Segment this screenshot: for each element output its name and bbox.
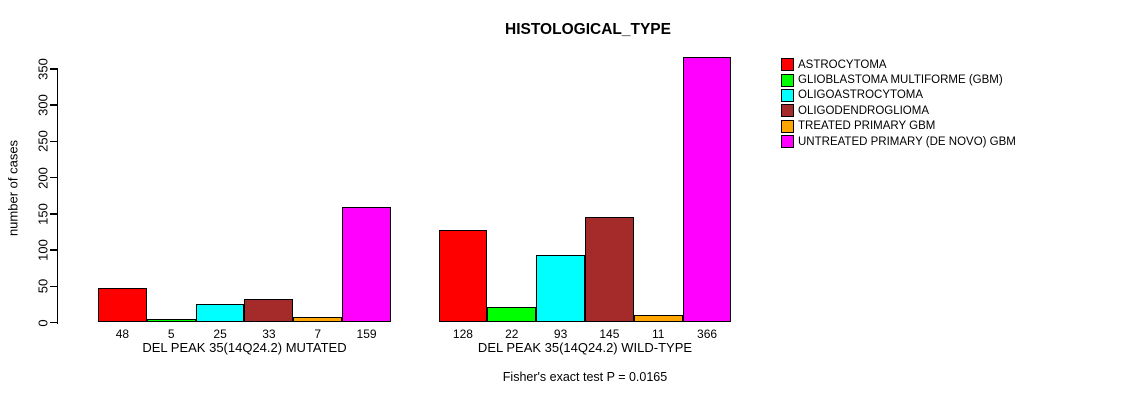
bar [146, 318, 196, 323]
y-axis-tick [50, 213, 58, 215]
y-axis-tick-label: 300 [35, 94, 51, 117]
legend-item: OLIGODENDROGLIOMA [781, 103, 1016, 118]
legend-label: GLIOBLASTOMA MULTIFORME (GBM) [798, 74, 1003, 87]
footnote: Fisher's exact test P = 0.0165 [502, 370, 668, 384]
legend-label: ASTROCYTOMA [798, 58, 887, 71]
legend-label: OLIGODENDROGLIOMA [798, 104, 929, 117]
legend-swatch-icon [781, 135, 794, 149]
chart-title: HISTOLOGICAL_TYPE [505, 21, 671, 38]
bar-value-label: 11 [651, 326, 665, 341]
category-label: DEL PEAK 35(14Q24.2) WILD-TYPE [477, 340, 693, 355]
legend-label: UNTREATED PRIMARY (DE NOVO) GBM [798, 135, 1016, 148]
legend-label: TREATED PRIMARY GBM [798, 120, 936, 133]
bar-value-label: 145 [599, 326, 620, 341]
y-axis-line [56, 69, 59, 324]
y-axis-tick [50, 176, 58, 179]
bar [438, 229, 488, 323]
y-axis-tick-label: 350 [35, 58, 51, 80]
legend-item: ASTROCYTOMA [781, 57, 1016, 72]
bar [682, 57, 732, 323]
bar-value-label: 33 [262, 326, 276, 341]
bar [293, 317, 343, 323]
bar-value-label: 366 [697, 326, 718, 341]
bar [98, 287, 147, 323]
legend-swatch-icon [781, 88, 794, 102]
legend-swatch-icon [781, 104, 794, 118]
legend-item: UNTREATED PRIMARY (DE NOVO) GBM [781, 134, 1016, 149]
bar [584, 217, 634, 323]
y-axis-tick [50, 104, 58, 106]
bar-value-label: 7 [314, 326, 322, 341]
y-axis-tick [50, 249, 58, 251]
bar [244, 298, 294, 323]
category-label: DEL PEAK 35(14Q24.2) MUTATED [142, 340, 347, 355]
bar-value-label: 5 [167, 326, 175, 341]
y-axis-tick-label: 100 [35, 239, 51, 261]
bar [342, 207, 391, 323]
legend-item: TREATED PRIMARY GBM [781, 119, 1016, 134]
bar [536, 255, 585, 323]
bar-value-label: 22 [505, 326, 519, 341]
y-axis-tick-label: 150 [35, 202, 51, 225]
bar-value-label: 159 [356, 326, 377, 341]
y-axis-tick [50, 285, 58, 288]
bar-value-label: 48 [115, 326, 130, 341]
legend-swatch-icon [781, 58, 794, 72]
legend-swatch-icon [781, 73, 794, 87]
y-axis-title: number of cases [5, 139, 21, 237]
y-axis-tick [50, 321, 58, 324]
bar-value-label: 128 [452, 326, 473, 341]
bar [195, 304, 245, 323]
legend-swatch-icon [781, 119, 794, 133]
bar [487, 306, 537, 323]
legend-item: OLIGOASTROCYTOMA [781, 88, 1016, 103]
bar-value-label: 25 [213, 326, 227, 341]
legend: ASTROCYTOMA GLIOBLASTOMA MULTIFORME (GBM)… [781, 57, 1016, 149]
legend-item: GLIOBLASTOMA MULTIFORME (GBM) [781, 72, 1016, 87]
bar-value-label: 93 [553, 326, 568, 341]
legend-label: OLIGOASTROCYTOMA [798, 89, 924, 102]
y-axis-tick-label: 200 [35, 166, 51, 189]
y-axis-tick [50, 140, 58, 143]
y-axis-tick-label: 250 [35, 130, 51, 153]
y-axis-tick-label: 50 [35, 279, 51, 294]
y-axis-tick [50, 68, 58, 70]
y-axis-tick-label: 0 [35, 318, 51, 327]
bar [633, 314, 683, 323]
